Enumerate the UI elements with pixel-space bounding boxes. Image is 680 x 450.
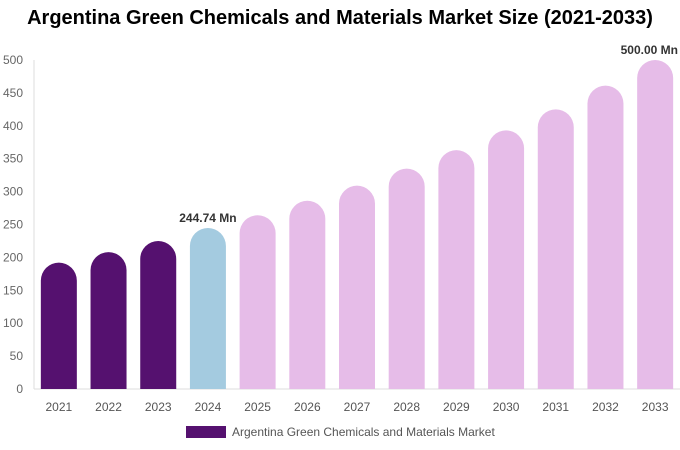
data-label: 500.00 Mn [621,43,678,57]
bar-2025 [239,215,276,389]
y-tick-label: 350 [3,152,23,166]
y-tick-label: 50 [10,349,24,363]
bar-2031 [537,109,574,389]
y-tick-label: 400 [3,119,23,133]
bar-2024 [189,227,226,389]
bar-2026 [289,200,326,389]
chart-title: Argentina Green Chemicals and Materials … [27,7,653,29]
x-tick-label: 2032 [592,400,619,414]
y-tick-label: 150 [3,283,23,297]
bar-2023 [140,240,177,389]
bar-2033 [637,60,674,390]
x-tick-label: 2028 [393,400,420,414]
x-tick-label: 2025 [244,400,271,414]
y-tick-label: 250 [3,218,23,232]
x-tick-label: 2031 [542,400,569,414]
y-tick-label: 500 [3,53,23,67]
y-tick-label: 0 [16,382,23,396]
legend: Argentina Green Chemicals and Materials … [186,425,495,439]
data-label: 244.74 Mn [179,211,236,225]
x-tick-label: 2022 [95,400,122,414]
bar-2027 [339,185,375,389]
x-tick-label: 2027 [344,400,371,414]
x-tick-label: 2030 [493,400,520,414]
x-tick-label: 2029 [443,400,470,414]
legend-swatch [186,426,226,438]
bar-2030 [488,130,525,389]
x-tick-label: 2026 [294,400,321,414]
y-tick-label: 100 [3,316,23,330]
x-tick-label: 2021 [45,400,72,414]
bar-2029 [438,150,475,389]
legend-label: Argentina Green Chemicals and Materials … [232,425,495,439]
y-tick-label: 450 [3,86,23,100]
x-tick-label: 2024 [195,400,222,414]
bar-2032 [587,85,624,390]
y-tick-label: 300 [3,185,23,199]
y-tick-label: 200 [3,250,23,264]
bar-2021 [40,262,77,389]
bar-2022 [90,252,127,389]
x-tick-label: 2033 [642,400,669,414]
x-tick-label: 2023 [145,400,172,414]
bar-2028 [388,168,425,389]
